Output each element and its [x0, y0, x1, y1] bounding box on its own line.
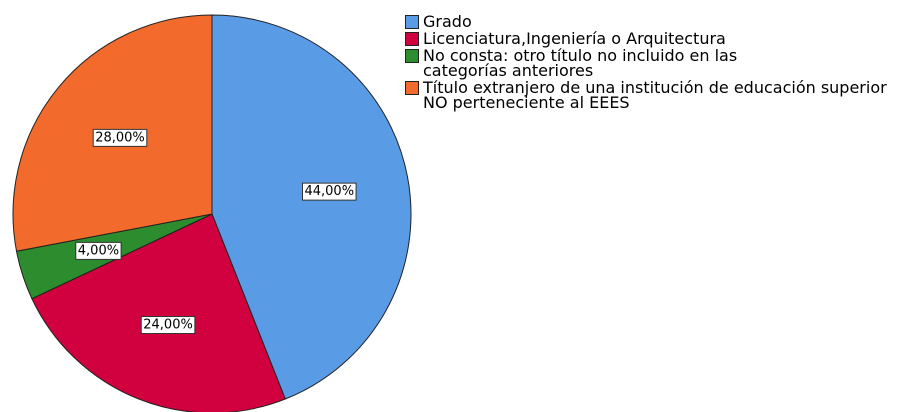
legend-swatch	[405, 81, 419, 95]
data-label-text: 4,00%	[78, 243, 119, 258]
data-label-text: 28,00%	[95, 130, 145, 145]
label-box	[140, 316, 196, 335]
label-box	[301, 182, 357, 201]
data-label-text: 24,00%	[143, 318, 193, 333]
legend-label: Título extranjero de una institución de …	[423, 78, 887, 112]
legend-item: Licenciatura,Ingeniería o Arquitectura	[405, 29, 900, 48]
data-label: 24,00%	[140, 316, 196, 335]
legend-item: No consta: otro título no incluido en la…	[405, 46, 900, 80]
data-label: 4,00%	[75, 241, 122, 260]
label-box	[75, 241, 122, 260]
legend-swatch	[405, 32, 419, 46]
pie-slice	[211, 14, 412, 400]
legend-swatch	[405, 49, 419, 63]
data-label-text: 44,00%	[304, 184, 354, 199]
legend-label: Grado	[423, 12, 472, 31]
legend-swatch	[405, 15, 419, 29]
chart: 44,00% 24,00% 4,00% 28,00%	[12, 14, 412, 412]
pie-slice	[31, 213, 286, 412]
legend-item: Título extranjero de una institución de …	[405, 78, 900, 112]
legend-label: No consta: otro título no incluido en la…	[423, 46, 738, 80]
legend: Grado Licenciatura,Ingeniería o Arquitect…	[405, 14, 900, 112]
data-label: 44,00%	[301, 182, 357, 201]
label-box	[92, 128, 148, 147]
data-label: 28,00%	[92, 128, 148, 147]
legend-label: Licenciatura,Ingeniería o Arquitectura	[423, 29, 726, 48]
legend-item: Grado	[405, 12, 900, 31]
